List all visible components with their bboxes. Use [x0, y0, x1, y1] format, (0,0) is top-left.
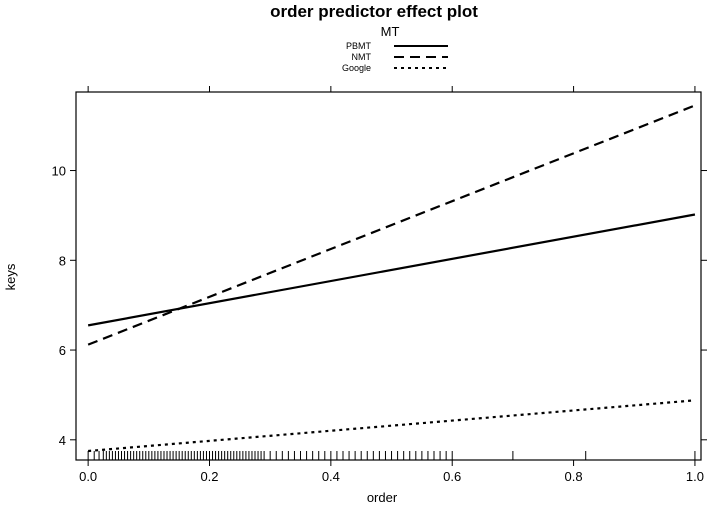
x-tick-label: 1.0: [686, 469, 704, 484]
y-tick-label: 4: [59, 433, 66, 448]
series-line-nmt: [87, 104, 696, 346]
y-tick-label: 8: [59, 253, 66, 268]
plot-frame: [75, 91, 702, 461]
y-axis: 4 6 8 10: [52, 164, 707, 448]
legend-title: MT: [381, 24, 400, 39]
series-line-pbmt: [87, 213, 696, 327]
y-tick-label: 6: [59, 343, 66, 358]
legend-label: NMT: [352, 52, 372, 62]
x-tick-label: 0.2: [200, 469, 218, 484]
rug-marks: [87, 451, 696, 460]
series-line-google: [88, 399, 696, 453]
series-lines: [87, 104, 696, 453]
y-tick-label: 10: [52, 164, 66, 179]
legend-label: Google: [342, 63, 371, 73]
x-tick-label: 0.0: [79, 469, 97, 484]
legend-label: PBMT: [346, 41, 372, 51]
y-axis-label: keys: [3, 263, 18, 290]
chart-title: order predictor effect plot: [270, 2, 478, 21]
x-tick-label: 0.4: [322, 469, 340, 484]
x-axis-label: order: [367, 490, 398, 505]
x-axis: 0.0 0.2 0.4 0.6 0.8 1.0: [79, 86, 704, 484]
x-tick-label: 0.8: [565, 469, 583, 484]
x-tick-label: 0.6: [443, 469, 461, 484]
